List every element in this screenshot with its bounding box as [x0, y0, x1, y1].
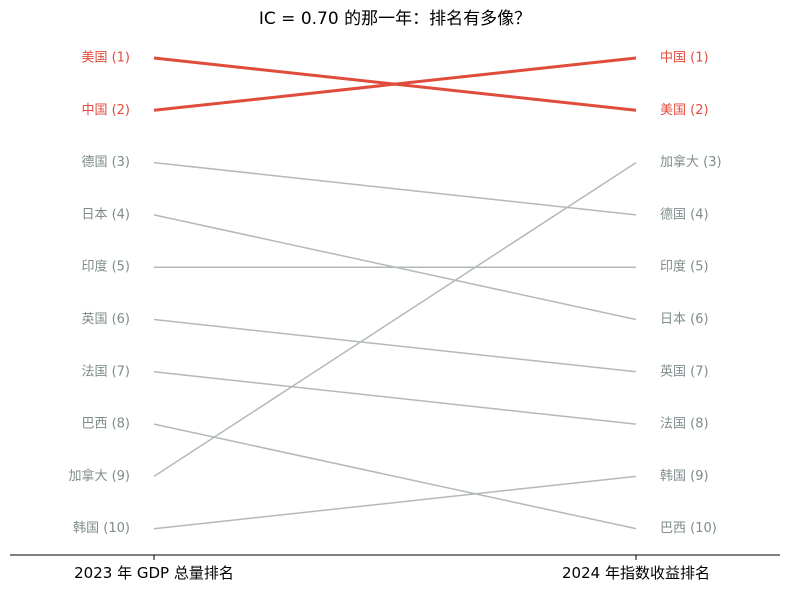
- slope-line: [153, 475, 637, 530]
- left-rank-label: 法国 (7): [81, 364, 130, 379]
- left-rank-label: 日本 (4): [81, 207, 130, 222]
- slope-line: [153, 371, 637, 425]
- right-rank-label: 巴西 (10): [660, 521, 717, 536]
- left-rank-label: 德国 (3): [81, 155, 130, 170]
- right-rank-label: 印度 (5): [660, 259, 709, 275]
- right-rank-label: 加拿大 (3): [660, 154, 722, 170]
- right-axis-label: 2024 年指数收益排名: [562, 564, 710, 582]
- slope-line: [153, 318, 637, 373]
- chart-title: IC = 0.70 的那一年：排名有多像？: [259, 9, 531, 29]
- slope-line: [153, 161, 637, 478]
- right-rank-label: 韩国 (9): [660, 469, 709, 484]
- slope-line: [153, 423, 637, 530]
- right-rank-label: 英国 (7): [660, 364, 709, 379]
- left-rank-labels: 美国 (1) 中国 (2) 德国 (3) 日本 (4) 印度 (5) 英国 (6) 法国 (…: [68, 51, 130, 537]
- right-rank-label: 德国 (4): [660, 207, 709, 222]
- left-rank-label: 印度 (5): [81, 259, 130, 275]
- right-rank-label: 法国 (8): [660, 417, 709, 432]
- left-rank-label: 英国 (6): [81, 312, 130, 327]
- slope-lines: [153, 56, 637, 530]
- left-rank-label: 韩国 (10): [73, 521, 130, 536]
- left-rank-label: 巴西 (8): [81, 417, 130, 432]
- slope-line: [153, 161, 637, 216]
- left-rank-label: 加拿大 (9): [68, 468, 130, 484]
- left-rank-label: 中国 (2): [81, 103, 130, 118]
- left-axis-label: 2023 年 GDP 总量排名: [74, 564, 234, 582]
- right-rank-label: 中国 (1): [660, 51, 709, 66]
- right-rank-labels: 美国 (2) 中国 (1) 德国 (4) 日本 (6) 印度 (5) 英国 (7) 法国 (…: [660, 51, 722, 537]
- left-rank-label: 美国 (1): [81, 51, 130, 66]
- slope-line: [153, 56, 637, 112]
- right-rank-label: 美国 (2): [660, 103, 709, 118]
- right-rank-label: 日本 (6): [660, 312, 709, 327]
